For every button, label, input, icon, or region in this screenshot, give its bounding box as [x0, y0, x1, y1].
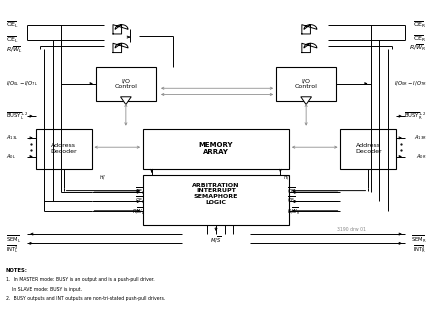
Text: $I/O_{0R} - I/O_{7R}$: $I/O_{0R} - I/O_{7R}$ [394, 79, 426, 88]
Text: I/O
Control: I/O Control [114, 78, 137, 89]
Text: 1.  In MASTER mode: BUSY is an output and is a push-pull driver.: 1. In MASTER mode: BUSY is an output and… [6, 278, 154, 283]
Text: $A_{13L}$: $A_{13L}$ [6, 133, 18, 142]
Text: ARBITRATION
INTERRUPT
SEMAPHORE
LOGIC: ARBITRATION INTERRUPT SEMAPHORE LOGIC [192, 182, 240, 205]
Text: $\overline{\rm OE}_L$: $\overline{\rm OE}_L$ [6, 19, 19, 30]
Text: 3190 drw 01: 3190 drw 01 [337, 227, 366, 232]
FancyBboxPatch shape [143, 129, 289, 169]
Text: $\overline{\rm SEM}_L$: $\overline{\rm SEM}_L$ [6, 235, 21, 245]
Text: $\overline{\rm INT}_L^{2}$: $\overline{\rm INT}_L^{2}$ [6, 244, 19, 255]
FancyBboxPatch shape [96, 67, 156, 101]
FancyBboxPatch shape [36, 129, 92, 169]
Text: $\overline{\rm INT}_R^{2}$: $\overline{\rm INT}_R^{2}$ [413, 244, 426, 255]
Text: In SLAVE mode: BUSY is input.: In SLAVE mode: BUSY is input. [6, 287, 82, 292]
Text: $A_{0L}$: $A_{0L}$ [6, 152, 16, 161]
Text: $I/O_{0L} - I/O_{7L}$: $I/O_{0L} - I/O_{7L}$ [6, 79, 38, 88]
Text: $A_{13R}$: $A_{13R}$ [413, 133, 426, 142]
Text: $\overline{\rm SEM}_R$: $\overline{\rm SEM}_R$ [410, 235, 426, 245]
Text: $A_{0R}$: $A_{0R}$ [416, 152, 426, 161]
Text: $R/\overline{W}_R$: $R/\overline{W}_R$ [287, 206, 300, 216]
Text: $R/\overline{W}_R$: $R/\overline{W}_R$ [409, 43, 426, 53]
Text: $H/$: $H/$ [99, 173, 106, 181]
Text: $R/\overline{W}_L$: $R/\overline{W}_L$ [132, 206, 145, 216]
Text: $R/\overline{W}_L$: $R/\overline{W}_L$ [6, 44, 22, 55]
Text: NOTES:: NOTES: [6, 268, 28, 273]
Text: $\overline{\rm BUSY}_L^{1,2}$: $\overline{\rm BUSY}_L^{1,2}$ [6, 110, 28, 122]
Text: Address
Decoder: Address Decoder [355, 143, 382, 154]
Text: $\overline{\rm OE}_L$: $\overline{\rm OE}_L$ [135, 197, 145, 207]
Text: MEMORY
ARRAY: MEMORY ARRAY [199, 142, 233, 155]
Text: $H/$: $H/$ [283, 173, 290, 181]
Polygon shape [113, 25, 128, 34]
Text: $\overline{\rm BUSY}_R^{1,2}$: $\overline{\rm BUSY}_R^{1,2}$ [404, 110, 426, 122]
Polygon shape [301, 97, 311, 105]
Text: 2.  BUSY outputs and INT outputs are non-tri-stated push-pull drivers.: 2. BUSY outputs and INT outputs are non-… [6, 296, 165, 301]
FancyBboxPatch shape [143, 175, 289, 225]
Text: $\overline{\rm CE}_L$: $\overline{\rm CE}_L$ [135, 187, 145, 197]
Polygon shape [302, 25, 317, 34]
Text: I/O
Control: I/O Control [295, 78, 318, 89]
Text: $\overline{\rm CE}_R$: $\overline{\rm CE}_R$ [287, 187, 297, 197]
Polygon shape [121, 97, 131, 105]
FancyBboxPatch shape [276, 67, 336, 101]
Polygon shape [302, 43, 317, 53]
Polygon shape [113, 43, 128, 53]
Text: Address
Decoder: Address Decoder [50, 143, 77, 154]
Text: $\overline{\rm OE}_R$: $\overline{\rm OE}_R$ [413, 19, 426, 30]
Text: $\overline{\rm CE}_L$: $\overline{\rm CE}_L$ [6, 35, 19, 45]
Text: $\overline{\rm OE}_R$: $\overline{\rm OE}_R$ [287, 197, 298, 207]
FancyBboxPatch shape [340, 129, 396, 169]
Text: $M/\overline{S}$: $M/\overline{S}$ [210, 236, 222, 245]
Text: $\overline{\rm CE}_R$: $\overline{\rm CE}_R$ [413, 33, 426, 44]
